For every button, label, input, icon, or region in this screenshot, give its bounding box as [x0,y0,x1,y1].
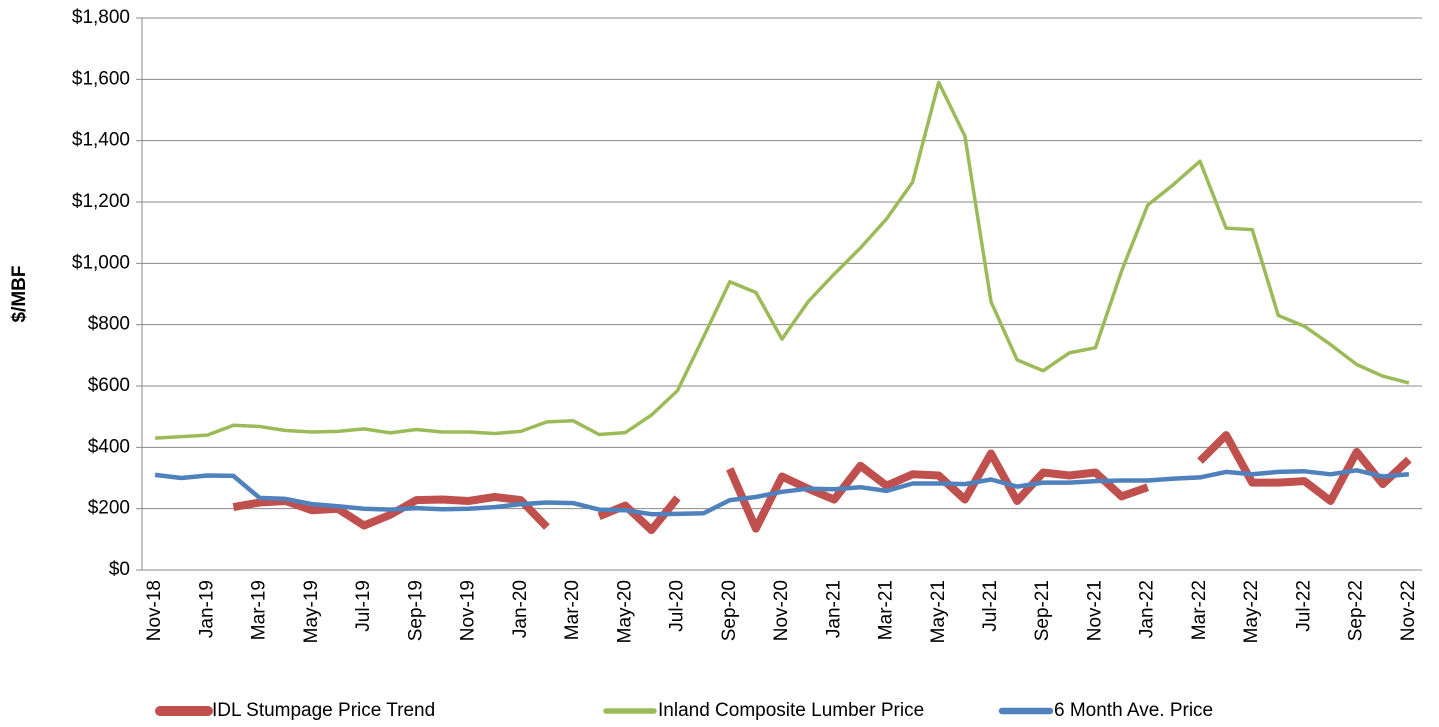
x-tick-label: Nov-21 [1084,580,1105,641]
x-tick-label: Sep-19 [405,580,426,641]
y-tick-label: $1,600 [72,68,130,89]
x-tick-label: Mar-21 [876,580,897,640]
x-tick-label: Jul-20 [667,580,688,632]
y-tick-label: $200 [88,498,130,519]
legend-label: Inland Composite Lumber Price [658,700,924,721]
x-tick-label: Jan-19 [196,580,217,638]
x-tick-label: May-21 [928,580,949,643]
y-tick-label: $1,200 [72,191,130,212]
series-line [154,80,1410,440]
series-line [232,431,1412,535]
y-tick-label: $1,000 [72,252,130,273]
legend-label: IDL Stumpage Price Trend [212,700,435,721]
x-tick-label: Nov-18 [144,580,165,641]
series-line [154,468,1410,517]
x-tick-label: Sep-20 [719,580,740,641]
x-tick-label: May-22 [1241,580,1262,643]
x-tick-label: Sep-21 [1032,580,1053,641]
x-tick-label: May-19 [301,580,322,643]
x-tick-label: May-20 [614,580,635,643]
x-tick-label: Mar-20 [562,580,583,640]
x-tick-label: Mar-22 [1189,580,1210,640]
x-tick-label: Jul-19 [353,580,374,632]
x-tick-label: Mar-19 [249,580,270,640]
y-tick-label: $1,400 [72,130,130,151]
x-tick-label: Nov-20 [771,580,792,641]
x-tick-label: Jan-21 [823,580,844,638]
x-tick-label: Jan-22 [1137,580,1158,638]
y-tick-label: $600 [88,375,130,396]
y-tick-label: $0 [109,559,130,580]
x-tick-label: Nov-19 [458,580,479,641]
y-axis-label: $/MBF [9,266,30,323]
y-tick-label: $400 [88,436,130,457]
x-tick-label: Sep-22 [1346,580,1367,641]
y-tick-label: $1,800 [72,7,130,28]
x-tick-label: Nov-22 [1398,580,1419,641]
legend-label: 6 Month Ave. Price [1054,700,1213,721]
x-tick-label: Jul-21 [980,580,1001,632]
y-tick-label: $800 [88,314,130,335]
x-tick-label: Jul-22 [1293,580,1314,632]
x-tick-label: Jan-20 [510,580,531,638]
